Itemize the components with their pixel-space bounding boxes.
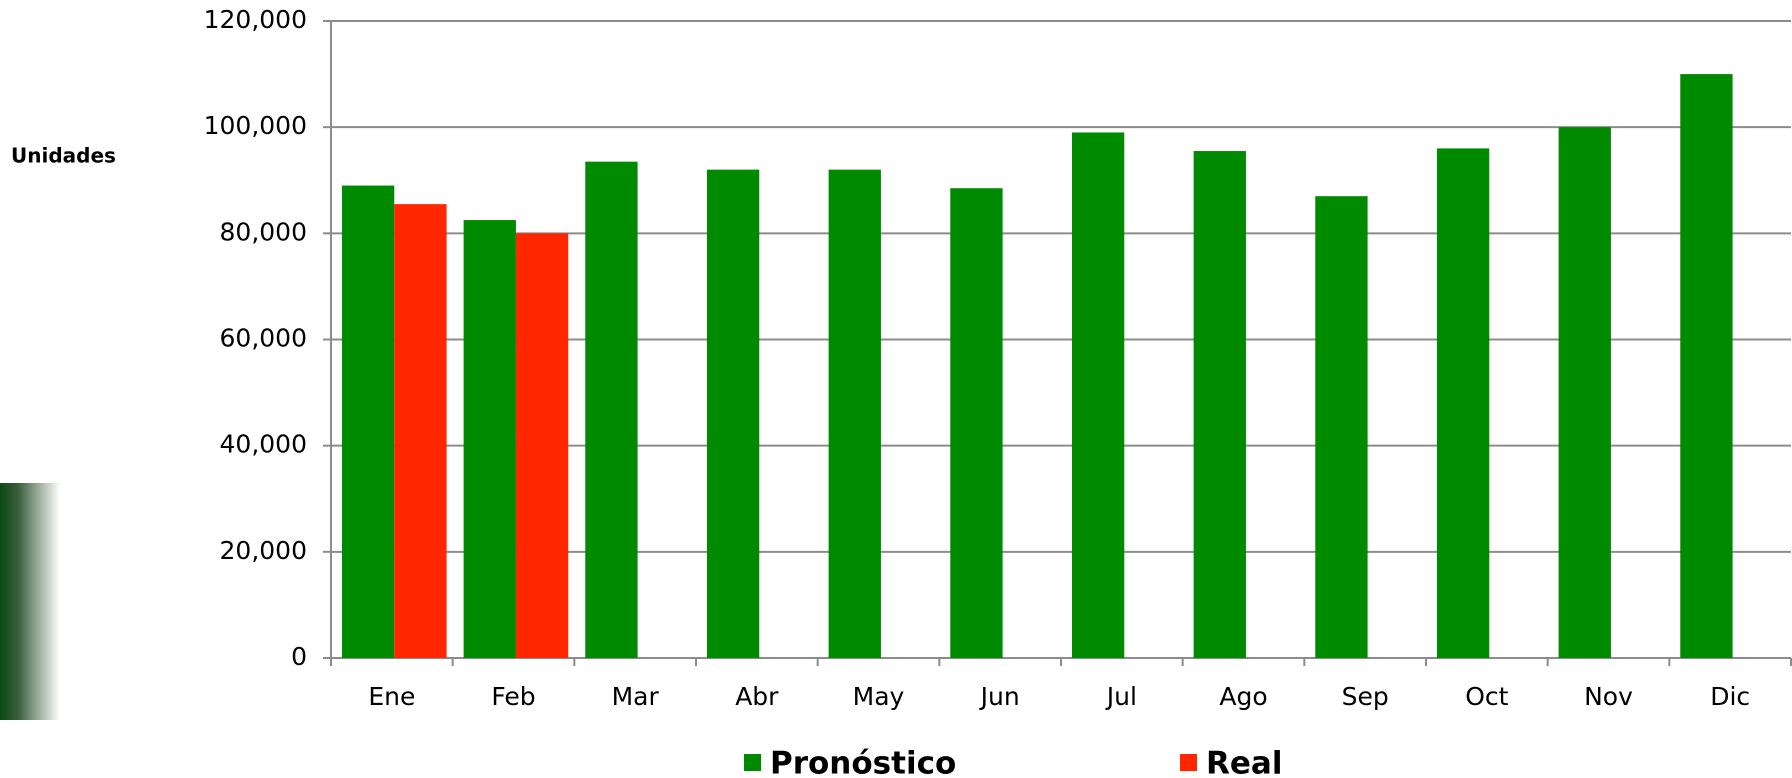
x-tick-label: Feb [491,682,535,711]
y-tick-label: 100,000 [204,111,307,140]
x-tick-label: Dic [1710,682,1750,711]
bar [1315,196,1368,659]
x-tick-label: Ene [368,682,415,711]
bar [1071,132,1125,659]
bar [1436,148,1490,658]
x-tick-label: Sep [1342,682,1389,711]
x-tick-label: Ago [1219,682,1267,711]
bar [585,161,638,658]
bar [1558,127,1611,658]
y-tick-label: 60,000 [220,324,307,353]
x-tick-label: Nov [1584,682,1633,711]
x-tick-label: Oct [1465,682,1508,711]
bar [515,233,569,659]
bar [394,204,447,658]
bar [828,169,881,658]
x-tick-label: Jul [1105,682,1137,711]
legend-swatch [744,754,761,771]
y-tick-label: 20,000 [220,536,307,565]
bar [1193,151,1246,658]
x-tick-label: Abr [735,682,779,711]
legend-swatch [1180,754,1197,771]
y-tick-label: 40,000 [220,430,307,459]
y-tick-label: 120,000 [204,5,307,34]
legend-label: Real [1206,746,1282,778]
bar [341,185,395,658]
side-decoration [0,483,60,720]
x-tick-label: Jun [979,682,1020,711]
bar [1680,74,1733,659]
bar [706,169,760,658]
y-tick-label: 0 [291,642,307,671]
y-axis-label: Unidades [11,144,116,168]
bar [463,220,516,658]
x-tick-label: Mar [612,682,660,711]
y-tick-label: 80,000 [220,217,307,246]
legend-label: Pronóstico [770,746,956,778]
x-tick-label: May [853,682,905,711]
bar [950,188,1003,658]
